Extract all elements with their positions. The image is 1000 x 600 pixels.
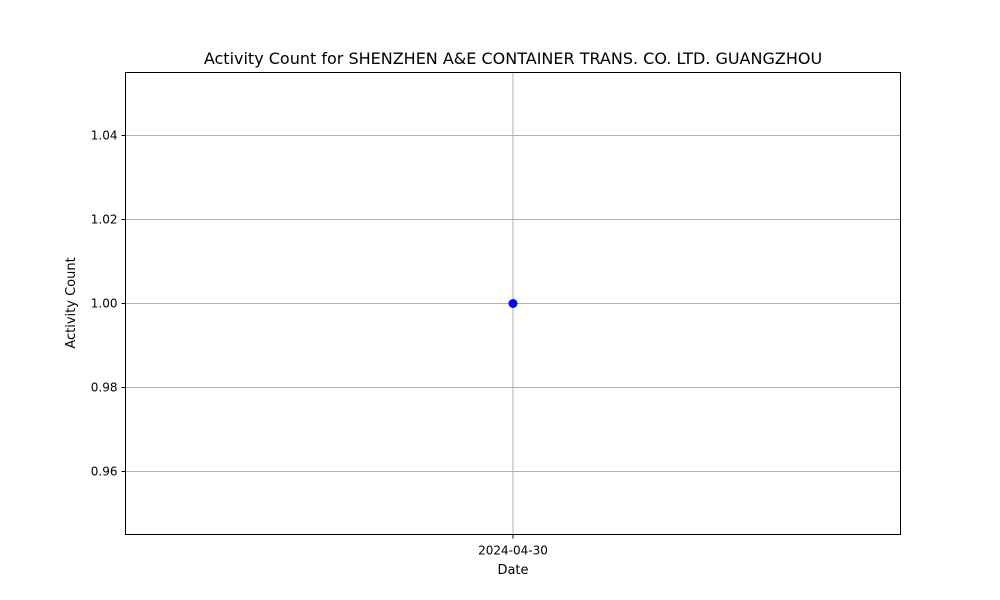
- axis-ticks: 0.96 0.98 1.00 1.02 1.04 2024-04-30: [91, 129, 548, 558]
- y-tick-label: 0.98: [91, 381, 118, 395]
- y-axis-label: Activity Count: [64, 257, 79, 348]
- x-axis-label: Date: [497, 563, 528, 578]
- y-tick-label: 1.04: [91, 129, 118, 143]
- y-tick-label: 0.96: [91, 465, 118, 479]
- x-tick-label: 2024-04-30: [478, 544, 548, 558]
- data-marks: [508, 299, 518, 308]
- chart-title: Activity Count for SHENZHEN A&E CONTAINE…: [204, 49, 822, 68]
- data-point-marker: [508, 299, 518, 308]
- y-tick-label: 1.00: [91, 297, 118, 311]
- y-tick-label: 1.02: [91, 213, 118, 227]
